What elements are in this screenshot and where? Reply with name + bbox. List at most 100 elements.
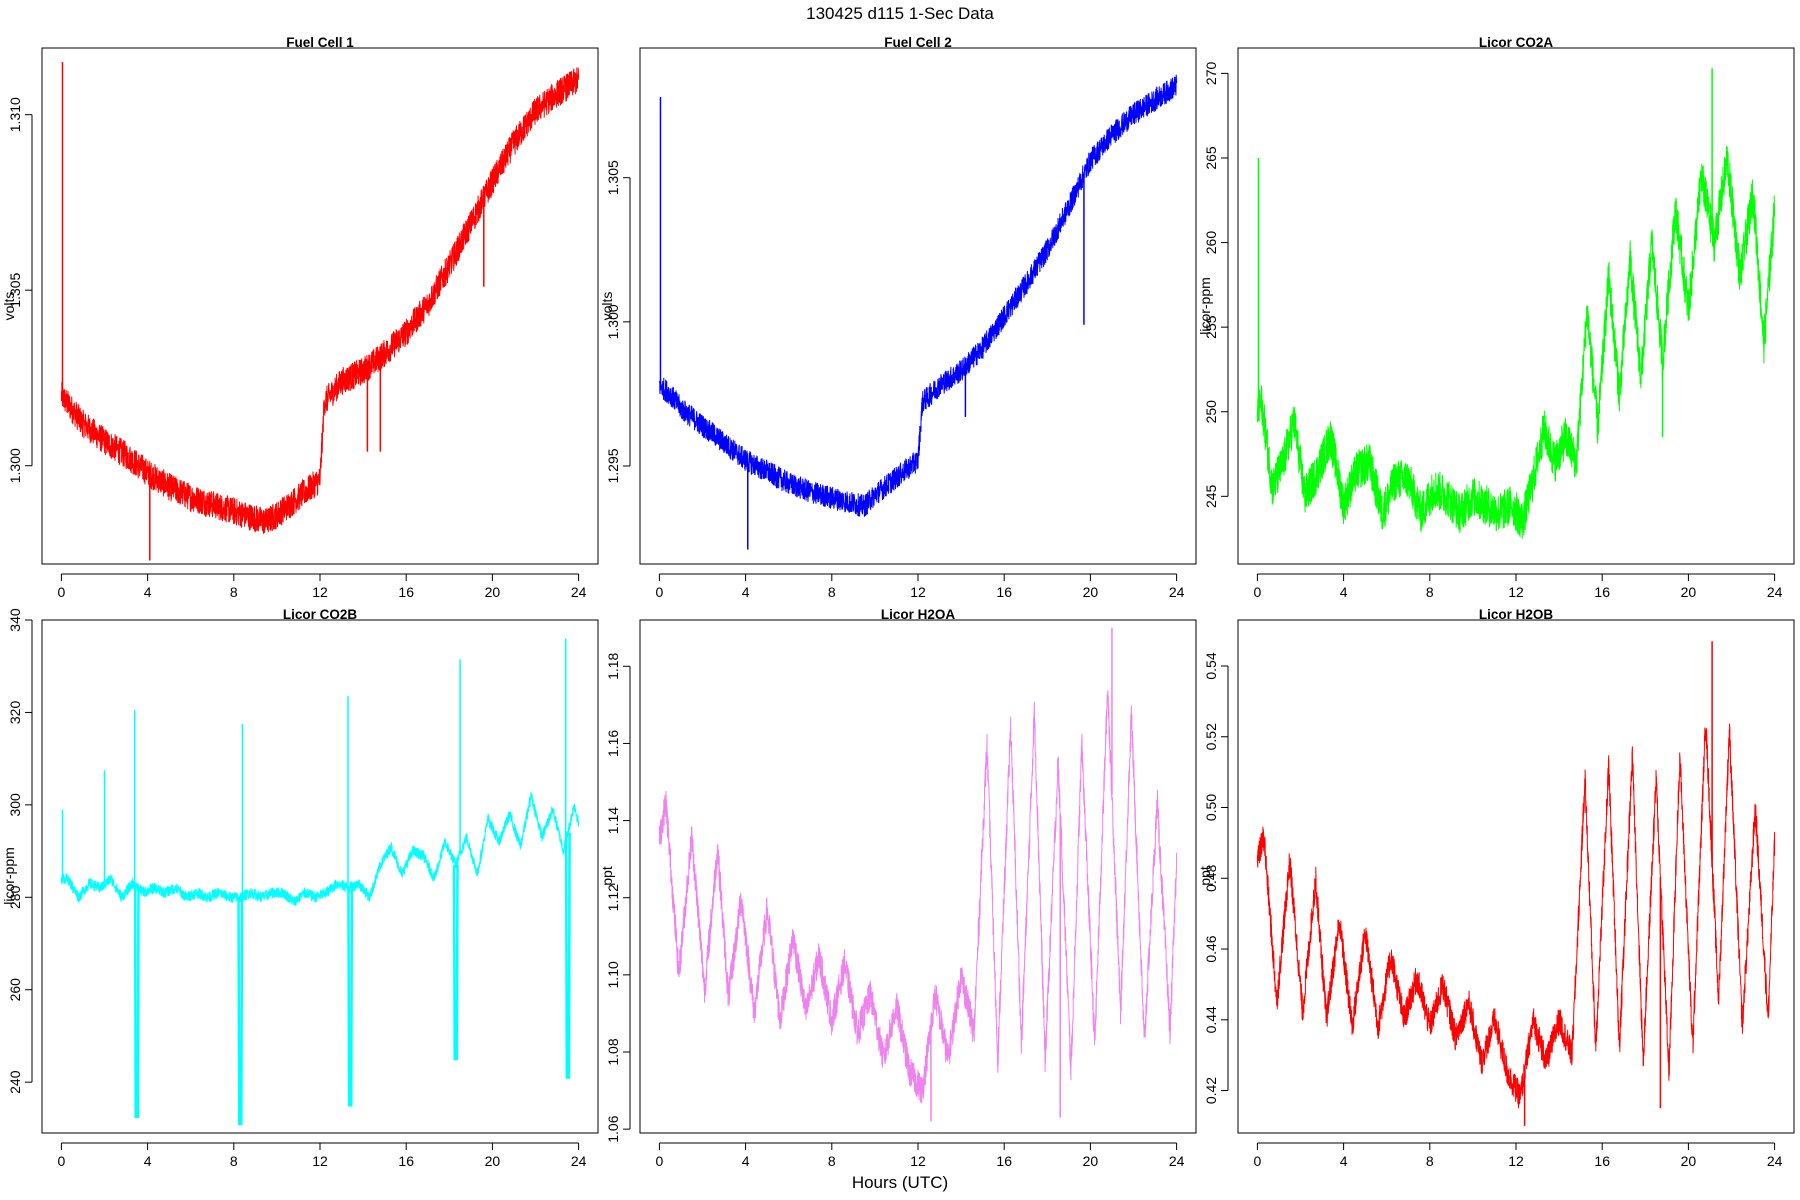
panel-title: Licor CO2A [1479,35,1554,50]
x-tick-label: 24 [571,1153,587,1169]
x-tick-label: 24 [1169,584,1185,600]
x-tick-label: 4 [742,584,750,600]
y-axis-label: ppt [1197,866,1213,886]
x-tick-label: 12 [910,1153,926,1169]
x-tick-label: 16 [1594,1153,1610,1169]
y-tick-label: 300 [7,793,23,817]
y-tick-label: 1.310 [7,97,23,132]
panel-fuel-cell-1: Fuel Cell 1 volts 0 4 8 12 16 20 24 1.300 1.305 1… [1,35,599,600]
x-tick-label: 0 [1253,584,1261,600]
y-tick-label: 245 [1203,484,1219,508]
x-tick-label: 16 [996,1153,1012,1169]
y-tick-label: 1.305 [7,272,23,307]
y-tick-label: 340 [7,608,23,632]
y-tick-label: 260 [1203,231,1219,255]
x-tick-label: 24 [571,584,587,600]
x-tick-label: 12 [1508,1153,1524,1169]
y-tick-label: 1.14 [605,807,621,834]
x-tick-label: 4 [144,584,152,600]
y-tick-label: 1.300 [605,304,621,339]
series-line [1256,723,1776,1109]
y-tick-label: 260 [7,978,23,1002]
excursion-mark [133,887,140,1119]
plot-frame [41,47,599,565]
series-line [60,792,580,906]
panel-licor-co2b: Licor CO2B licor-ppm 0 4 8 12 16 20 24 240 260 28… [1,607,599,1169]
plot-frame [639,619,1197,1134]
y-tick-label: 320 [7,701,23,725]
x-tick-label: 12 [1508,584,1524,600]
x-tick-label: 0 [1253,1153,1261,1169]
x-tick-label: 8 [1426,584,1434,600]
series-line [1256,145,1776,539]
x-tick-label: 20 [1681,584,1697,600]
y-tick-label: 1.305 [605,160,621,195]
y-tick-label: 1.295 [605,448,621,483]
x-tick-label: 8 [230,584,238,600]
excursion-mark [347,887,354,1107]
y-tick-label: 0.54 [1203,652,1219,679]
y-tick-label: 255 [1203,315,1219,339]
excursion-mark [564,832,571,1079]
y-tick-label: 1.08 [605,1038,621,1065]
excursion-mark [237,897,244,1126]
x-tick-label: 8 [828,584,836,600]
y-tick-label: 1.16 [605,730,621,757]
y-axis-label: licor-ppm [1197,277,1213,335]
y-tick-label: 0.46 [1203,935,1219,962]
y-axis-label: ppt [599,866,615,886]
plot-frame [639,47,1197,565]
panel-licor-co2a: Licor CO2A licor-ppm 0 4 8 12 16 20 24 245 250 25… [1197,35,1795,600]
x-tick-label: 24 [1767,584,1783,600]
x-tick-label: 20 [485,584,501,600]
y-tick-label: 240 [7,1070,23,1094]
y-tick-label: 1.10 [605,961,621,988]
y-tick-label: 1.06 [605,1115,621,1142]
x-tick-label: 12 [910,584,926,600]
x-tick-label: 24 [1169,1153,1185,1169]
x-tick-label: 8 [230,1153,238,1169]
series-line [658,690,1178,1104]
x-tick-label: 4 [1340,584,1348,600]
y-tick-label: 1.18 [605,652,621,679]
y-tick-label: 0.44 [1203,1006,1219,1033]
figure-xlabel: Hours (UTC) [852,1173,948,1192]
excursion-mark [452,864,459,1061]
panel-licor-h2ob: Licor H2OB ppt 0 4 8 12 16 20 24 0.42 0.44 0.46 0.… [1197,607,1795,1169]
series-line [60,67,580,534]
x-tick-label: 4 [1340,1153,1348,1169]
y-tick-label: 0.52 [1203,723,1219,750]
panel-licor-h2oa: Licor H2OA ppt 0 4 8 12 16 20 24 1.06 1.08 1.10 1.… [599,607,1197,1169]
y-tick-label: 1.300 [7,448,23,483]
x-tick-label: 20 [1083,584,1099,600]
x-tick-label: 0 [57,584,65,600]
x-tick-label: 20 [1681,1153,1697,1169]
y-tick-label: 1.12 [605,884,621,911]
panel-fuel-cell-2: Fuel Cell 2 volts 0 4 8 12 16 20 24 1.295 1.300 1… [599,35,1197,600]
x-tick-label: 20 [1083,1153,1099,1169]
panel-title: Licor H2OB [1479,607,1554,622]
y-tick-label: 265 [1203,146,1219,170]
x-tick-label: 20 [485,1153,501,1169]
y-tick-label: 250 [1203,400,1219,424]
series-line [658,74,1178,517]
x-tick-label: 24 [1767,1153,1783,1169]
plot-frame [1237,47,1795,565]
x-tick-label: 0 [655,584,663,600]
x-tick-label: 12 [312,584,328,600]
figure-title: 130425 d115 1-Sec Data [806,4,994,23]
x-tick-label: 4 [144,1153,152,1169]
x-tick-label: 0 [655,1153,663,1169]
y-tick-label: 280 [7,885,23,909]
y-tick-label: 270 [1203,61,1219,85]
panel-title: Fuel Cell 1 [286,35,354,50]
x-tick-label: 16 [398,584,414,600]
panel-title: Fuel Cell 2 [884,35,952,50]
y-tick-label: 0.48 [1203,864,1219,891]
x-tick-label: 12 [312,1153,328,1169]
y-tick-label: 0.42 [1203,1077,1219,1104]
x-tick-label: 8 [1426,1153,1434,1169]
plot-frame [41,619,599,1134]
x-tick-label: 16 [996,584,1012,600]
